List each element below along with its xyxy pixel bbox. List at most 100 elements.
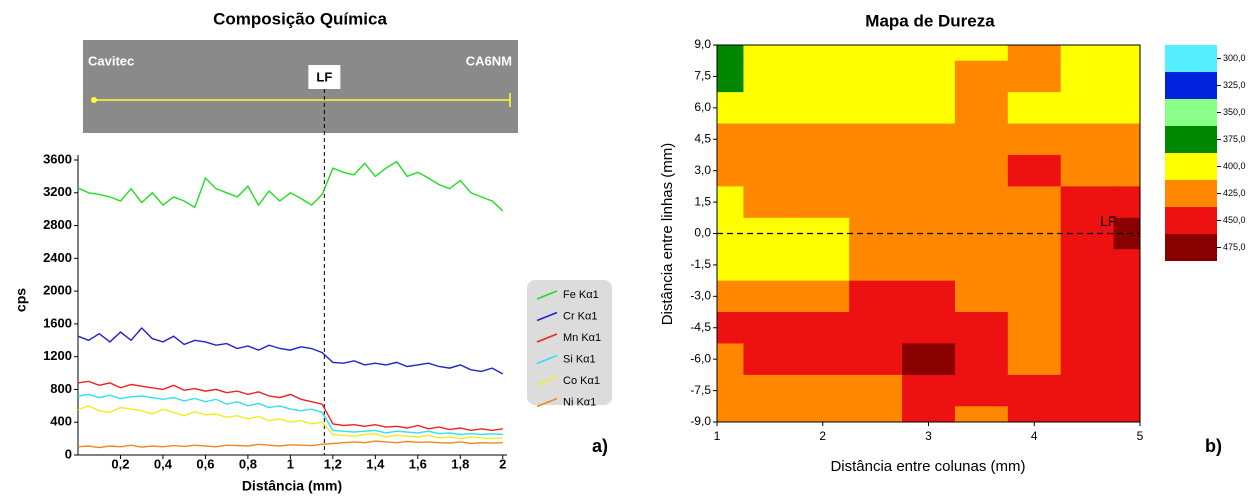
hardness-cell [796, 186, 849, 218]
colorbar-label: 350,0 [1223, 107, 1246, 117]
hardness-cell [796, 343, 849, 375]
x-tick-label: 1,4 [366, 456, 385, 471]
legend-label: Fe Kα1 [563, 289, 599, 301]
hardness-cell [1061, 343, 1114, 375]
colorbar-band [1165, 207, 1217, 234]
hardness-cell [849, 343, 902, 375]
hardness-cell [1061, 406, 1114, 422]
hardness-cell [1114, 186, 1141, 218]
hardness-cell [955, 343, 1008, 375]
hardness-cell [743, 281, 796, 313]
colorbar-label: 325,0 [1223, 80, 1246, 90]
hardness-cell [849, 124, 902, 156]
hardness-cell [743, 186, 796, 218]
hardness-cell [717, 45, 744, 61]
hardness-cell [743, 45, 796, 61]
series-line [78, 381, 503, 430]
hardness-cell [1114, 312, 1141, 344]
hardness-cell [717, 375, 744, 407]
hardness-cell [849, 406, 902, 422]
hardness-cell [1008, 406, 1061, 422]
y-tick-label: 3200 [43, 184, 72, 199]
hardness-cell [1008, 343, 1061, 375]
hardness-cell [1061, 249, 1114, 281]
hardness-cell [796, 45, 849, 61]
hardness-cell [849, 92, 902, 124]
hardness-cell [902, 92, 955, 124]
hardness-cell [1061, 312, 1114, 344]
hardness-cell [1008, 45, 1061, 61]
hardness-cell [743, 92, 796, 124]
y-tick-label: 3,0 [694, 163, 711, 177]
chart-title: Mapa de Dureza [865, 11, 995, 30]
hardness-cell [849, 45, 902, 61]
colorbar-band [1165, 72, 1217, 99]
image-label: Cavitec [88, 53, 134, 68]
hardness-cell [743, 312, 796, 344]
y-tick-label: 2000 [43, 283, 72, 298]
y-tick-label: -7,5 [690, 383, 711, 397]
y-tick-label: -1,5 [690, 257, 711, 271]
panel-label: a) [592, 436, 608, 456]
hardness-cell [902, 343, 955, 375]
hardness-cell [717, 124, 744, 156]
micrograph [83, 40, 518, 133]
hardness-cell [717, 186, 744, 218]
hardness-cell [717, 343, 744, 375]
colorbar-label: 450,0 [1223, 215, 1246, 225]
hardness-cell [849, 312, 902, 344]
hardness-cell [743, 249, 796, 281]
hardness-cell [1061, 124, 1114, 156]
hardness-cell [796, 155, 849, 187]
y-tick-label: 1600 [43, 315, 72, 330]
panel-label: b) [1205, 436, 1222, 456]
x-tick-label: 2 [499, 456, 506, 471]
hardness-cell [1061, 61, 1114, 93]
hardness-cell [717, 249, 744, 281]
hardness-cell [902, 312, 955, 344]
x-axis-title: Distância (mm) [242, 478, 342, 494]
y-tick-label: 0,0 [694, 226, 711, 240]
hardness-cell [717, 92, 744, 124]
y-tick-label: -4,5 [690, 320, 711, 334]
x-axis-title: Distância entre colunas (mm) [830, 458, 1025, 475]
hardness-cell [717, 155, 744, 187]
hardness-cell [955, 375, 1008, 407]
hardness-cell [1114, 281, 1141, 313]
hardness-cell [1008, 186, 1061, 218]
hardness-cell [1061, 281, 1114, 313]
hardness-cell [849, 375, 902, 407]
hardness-cell [1061, 45, 1114, 61]
legend-label: Si Kα1 [563, 353, 596, 365]
hardness-cell [743, 406, 796, 422]
hardness-cell [1061, 375, 1114, 407]
y-tick-label: 7,5 [694, 69, 711, 83]
y-tick-label: 0 [65, 446, 72, 461]
hardness-cell [796, 312, 849, 344]
y-tick-label: 4,5 [694, 131, 711, 145]
hardness-cell [743, 155, 796, 187]
y-tick-label: 400 [50, 414, 72, 429]
hardness-cell [955, 124, 1008, 156]
hardness-cell [1114, 249, 1141, 281]
y-tick-label: 1,5 [694, 194, 711, 208]
hardness-cell [1114, 155, 1141, 187]
hardness-cell [955, 406, 1008, 422]
colorbar-band [1165, 45, 1217, 72]
hardness-cell [902, 406, 955, 422]
y-tick-label: 9,0 [694, 37, 711, 51]
hardness-cell [902, 155, 955, 187]
hardness-cell [955, 45, 1008, 61]
hardness-cell [1008, 312, 1061, 344]
hardness-cell [1061, 92, 1114, 124]
x-tick-label: 1,6 [409, 456, 427, 471]
y-tick-label: 2800 [43, 217, 72, 232]
y-tick-label: 3600 [43, 151, 72, 166]
legend-label: Cr Kα1 [563, 310, 597, 322]
hardness-cell [849, 186, 902, 218]
hardness-cell [796, 124, 849, 156]
series-line [78, 162, 503, 211]
y-tick-label: -6,0 [690, 351, 711, 365]
hardness-cell [796, 249, 849, 281]
hardness-cell [717, 281, 744, 313]
